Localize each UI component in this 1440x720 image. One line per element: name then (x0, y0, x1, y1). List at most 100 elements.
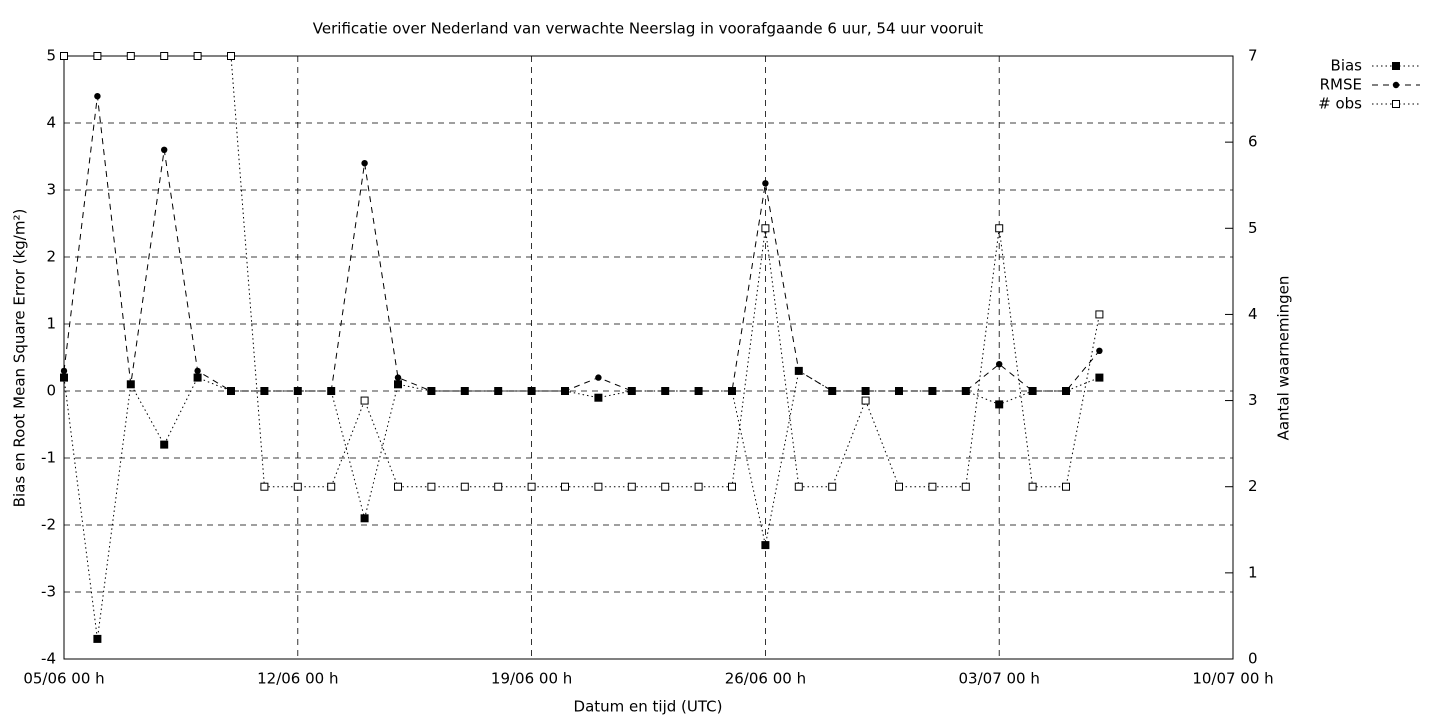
marker (895, 482, 903, 491)
marker (962, 387, 969, 395)
legend-label: # obs (1318, 95, 1362, 113)
y-tick-label: 1 (46, 315, 56, 333)
legend-marker (1392, 81, 1400, 89)
chart-title: Verificatie over Nederland van verwachte… (313, 20, 983, 38)
y2-tick-label: 1 (1248, 563, 1258, 581)
marker (595, 374, 602, 381)
y-tick-label: -4 (41, 650, 56, 668)
marker (294, 387, 301, 395)
marker (261, 387, 268, 395)
marker (94, 93, 101, 100)
marker (561, 482, 569, 491)
marker (193, 373, 202, 382)
marker (394, 374, 402, 381)
y-tick-label: 2 (46, 248, 56, 266)
marker (93, 52, 102, 60)
marker (961, 482, 970, 491)
marker (460, 482, 469, 491)
marker (461, 387, 468, 395)
marker (60, 367, 68, 375)
marker (995, 224, 1004, 233)
y2-tick-label: 5 (1248, 219, 1258, 237)
series-line (63, 370, 1100, 639)
marker (1062, 482, 1070, 491)
marker (1095, 310, 1104, 319)
marker (495, 387, 502, 395)
marker (1029, 387, 1036, 395)
marker (194, 367, 201, 375)
marker (662, 387, 669, 395)
y-tick-label: -1 (41, 449, 56, 467)
y2-tick-label: 7 (1248, 47, 1258, 65)
marker (427, 482, 436, 491)
legend-label: RMSE (1320, 76, 1362, 94)
marker (1028, 482, 1037, 491)
marker (193, 52, 202, 60)
marker (394, 482, 402, 491)
marker (227, 387, 235, 395)
marker (161, 146, 168, 153)
marker (728, 387, 736, 395)
marker (627, 482, 636, 491)
marker (794, 482, 803, 491)
marker (160, 52, 169, 60)
marker (761, 541, 770, 550)
marker (1095, 373, 1104, 382)
y-tick-label: 4 (46, 114, 56, 132)
y-tick-label: -2 (41, 516, 56, 534)
series-line (63, 96, 1100, 392)
marker (227, 52, 235, 60)
marker (428, 387, 435, 395)
y2-tick-label: 6 (1248, 133, 1258, 151)
marker (628, 387, 635, 395)
marker (594, 393, 603, 402)
marker (661, 482, 670, 491)
marker (527, 482, 536, 491)
marker (1062, 387, 1070, 395)
marker (761, 224, 770, 233)
marker (929, 387, 936, 395)
y-tick-label: -3 (41, 583, 56, 601)
marker (995, 400, 1004, 409)
marker (260, 482, 269, 491)
marker (160, 440, 169, 449)
y-tick-label: 3 (46, 181, 56, 199)
x-tick-label: 12/06 00 h (257, 670, 338, 688)
y2-tick-label: 2 (1248, 477, 1258, 495)
marker (327, 482, 336, 491)
y2-axis-label: Aantal waarnemingen (1275, 276, 1293, 441)
marker (293, 482, 302, 491)
marker (528, 387, 535, 395)
x-tick-label: 10/07 00 h (1192, 670, 1273, 688)
marker (829, 387, 836, 395)
x-tick-label: 05/06 00 h (23, 670, 104, 688)
plot-frame (63, 55, 1234, 660)
series-line (64, 55, 1100, 488)
x-tick-label: 19/06 00 h (491, 670, 572, 688)
marker (728, 482, 736, 491)
marker (126, 52, 135, 60)
marker (60, 52, 68, 60)
marker (695, 387, 702, 395)
marker (360, 396, 369, 405)
legend-marker (1392, 62, 1400, 70)
y2-tick-label: 0 (1248, 650, 1258, 668)
y2-tick-label: 3 (1248, 391, 1258, 409)
marker (328, 387, 335, 395)
legend-marker (1392, 100, 1400, 108)
x-tick-label: 03/07 00 h (959, 670, 1040, 688)
marker (861, 396, 870, 405)
marker (895, 387, 903, 395)
marker (93, 634, 102, 643)
legend-label: Bias (1331, 57, 1363, 75)
marker (762, 180, 769, 187)
marker (594, 482, 603, 491)
marker (996, 361, 1003, 368)
marker (494, 482, 503, 491)
x-tick-label: 26/06 00 h (725, 670, 806, 688)
y2-tick-label: 4 (1248, 305, 1258, 323)
marker (795, 367, 802, 375)
x-axis-label: Datum en tijd (UTC) (574, 698, 723, 716)
marker (361, 160, 368, 167)
